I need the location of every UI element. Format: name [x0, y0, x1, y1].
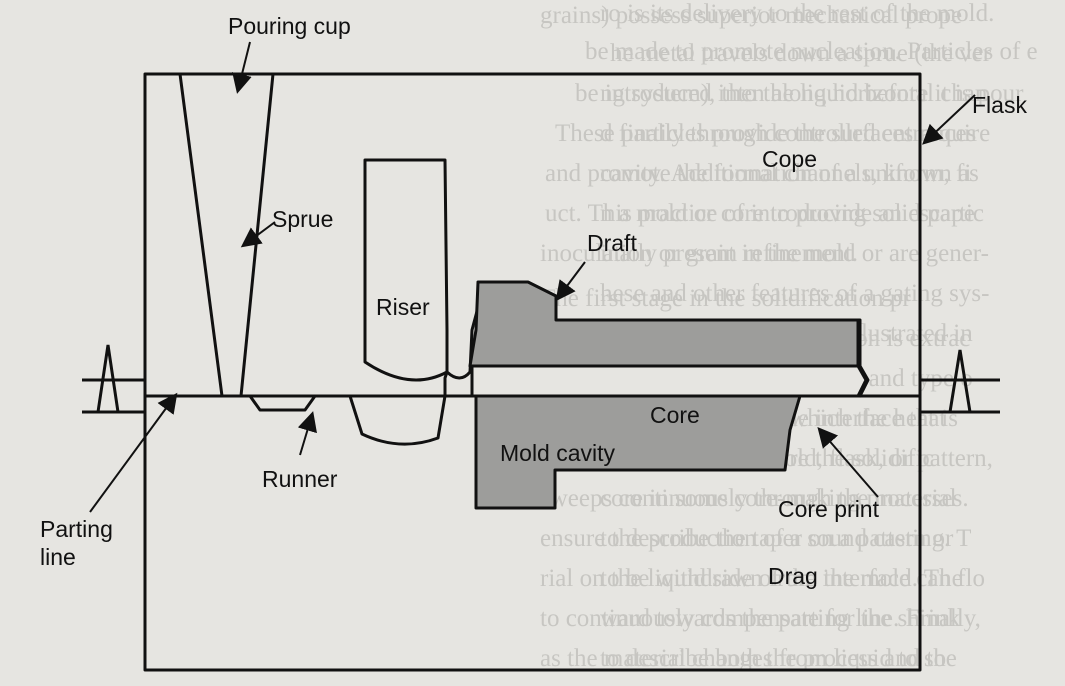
label-flask: Flask [972, 92, 1027, 118]
draft-leader [555, 261, 586, 302]
sprue-leader [240, 221, 276, 248]
label-parting-line-2: line [40, 544, 76, 570]
sprue-left-wall [178, 72, 224, 398]
riser-body [363, 158, 449, 382]
label-runner: Runner [262, 466, 338, 492]
core-shape [470, 364, 868, 398]
label-draft: Draft [587, 230, 637, 256]
runner-leader [297, 411, 317, 456]
mold-cavity [468, 280, 860, 368]
core-print-leader [817, 426, 879, 498]
mold-cavity-lower [474, 394, 802, 510]
label-drag: Drag [768, 563, 818, 589]
label-mold-cavity: Mold cavity [500, 440, 616, 466]
label-sprue: Sprue [272, 206, 334, 232]
flask-outline [143, 72, 922, 672]
label-core: Core [650, 402, 700, 428]
runner-outline [220, 394, 447, 446]
label-core-print: Core print [778, 496, 879, 522]
left-pin [96, 344, 120, 413]
core-right-end [858, 364, 870, 398]
parting-line-leader [89, 392, 178, 513]
pouring-cup-leader [232, 41, 252, 94]
label-cope: Cope [762, 146, 817, 172]
label-parting-line-1: Parting [40, 516, 113, 542]
label-riser: Riser [376, 294, 430, 320]
flask-leader [922, 94, 976, 145]
label-pouring-cup: Pouring cup [228, 13, 351, 39]
right-pin [948, 349, 972, 413]
